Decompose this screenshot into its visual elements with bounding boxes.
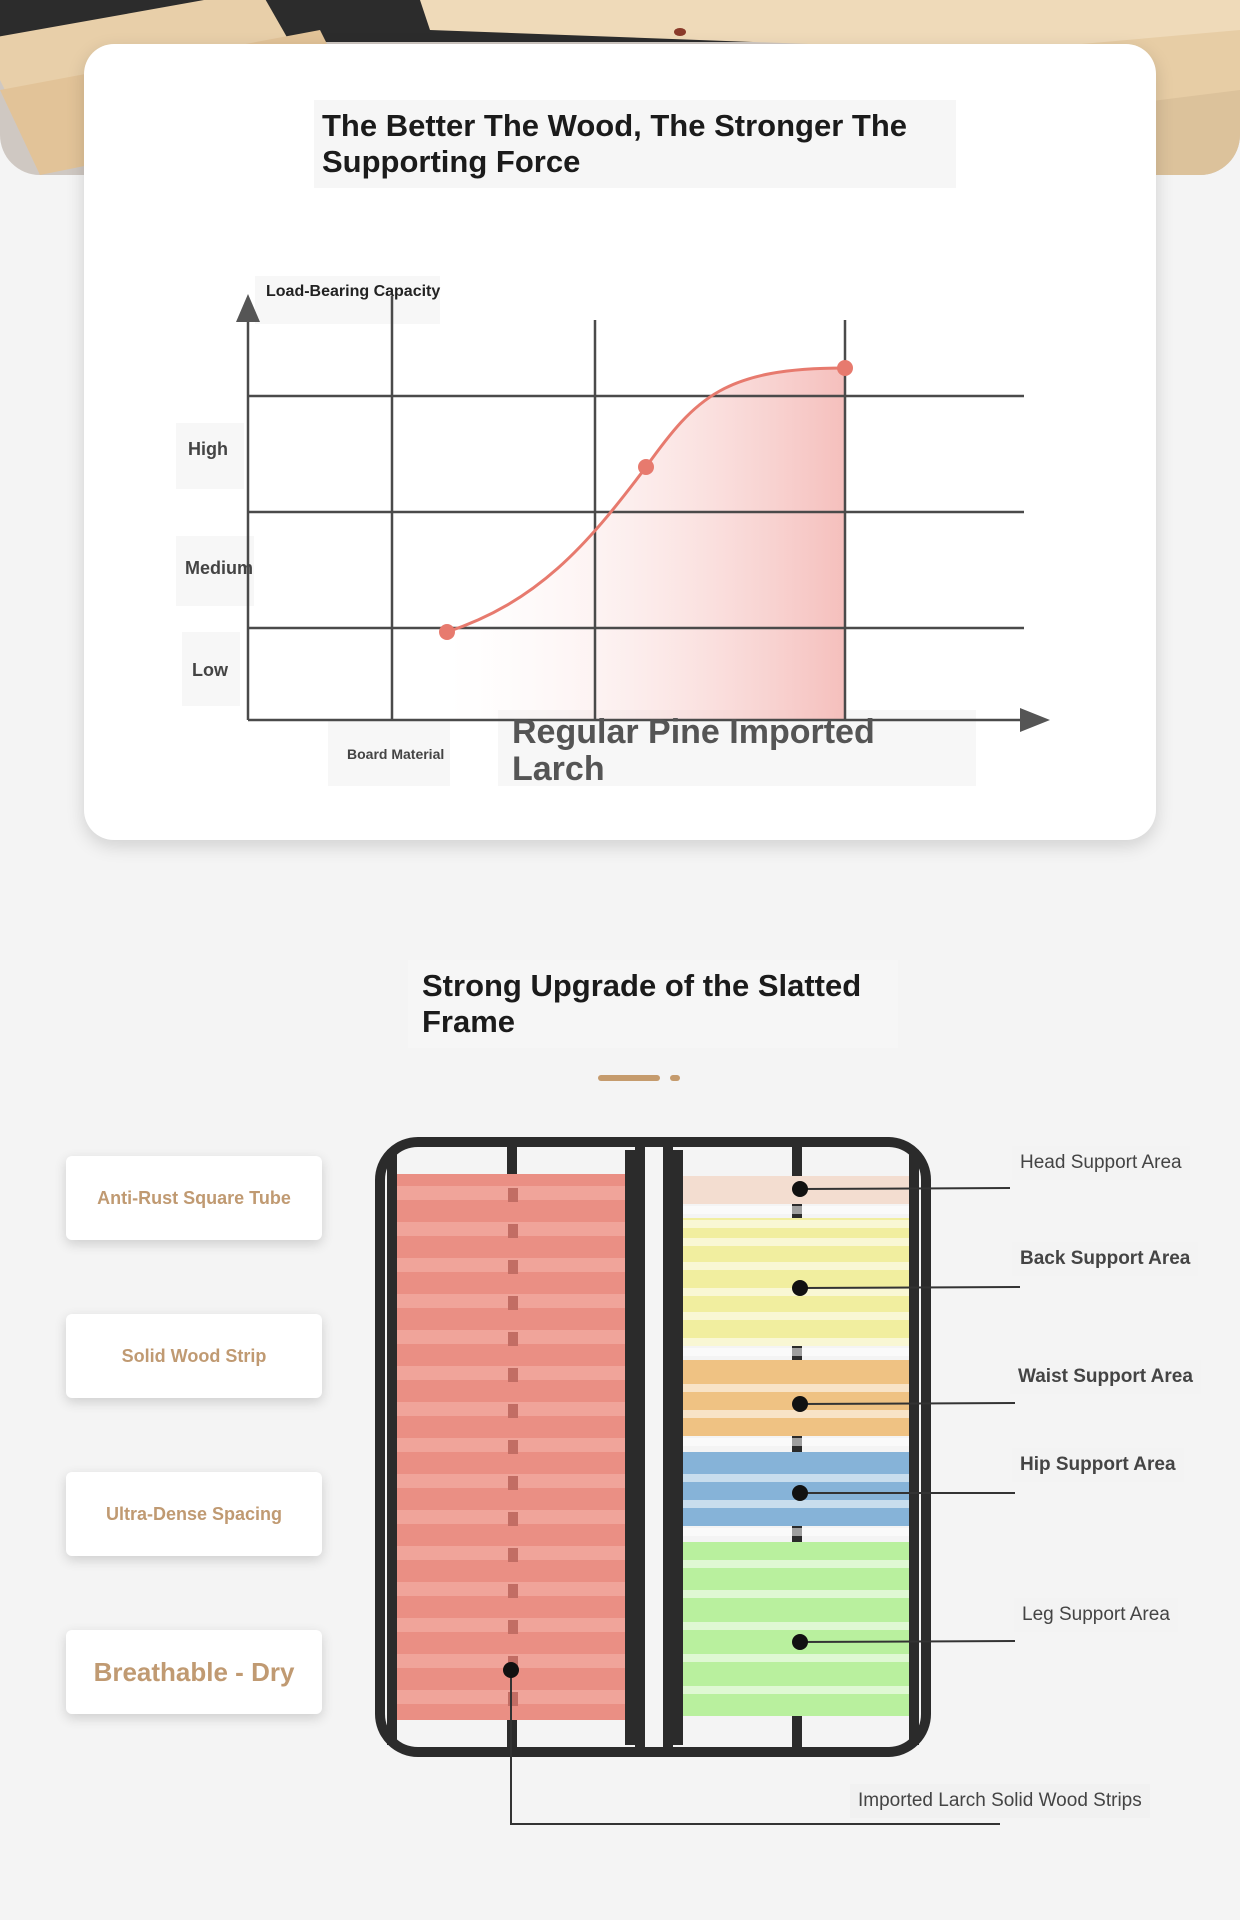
label-back-support: Back Support Area [1012, 1242, 1199, 1276]
right-slat-gap [683, 1622, 909, 1630]
y-axis-label-bg [255, 276, 440, 324]
label-hip-support: Hip Support Area [1012, 1448, 1184, 1482]
leader-back [799, 1286, 1021, 1289]
leader-waist [799, 1402, 1016, 1405]
left-slat-clip [508, 1512, 518, 1526]
label-leg-support: Leg Support Area [1014, 1598, 1178, 1632]
level-low: Low [192, 660, 229, 680]
x-axis-label: Board Material [347, 746, 444, 762]
frame-section-title: Strong Upgrade of the Slatted Frame [408, 960, 898, 1048]
right-slat-gap [683, 1474, 909, 1482]
feature-ultra-dense-spacing: Ultra-Dense Spacing [66, 1472, 322, 1556]
left-slat-clip [508, 1188, 518, 1202]
right-slat-gap [683, 1560, 909, 1568]
left-slat-clip [508, 1440, 518, 1454]
right-slat-gap [683, 1500, 909, 1508]
x-axis-arrow [1020, 708, 1050, 732]
y-axis-label: Load-Bearing Capacity [266, 283, 440, 300]
feature-label: Anti-Rust Square Tube [97, 1187, 291, 1208]
leader-larch-strips [510, 1670, 1000, 1825]
right-slat-gap [683, 1338, 909, 1346]
left-slat-clip [508, 1368, 518, 1382]
feature-breathable-dry: Breathable - Dry [66, 1630, 322, 1714]
feature-label: Solid Wood Strip [121, 1345, 267, 1366]
accent-dot [670, 1075, 680, 1081]
leader-leg [799, 1640, 1016, 1643]
level-medium: Medium [185, 558, 253, 578]
left-slat-clip [508, 1260, 518, 1274]
marker-waist [792, 1396, 808, 1412]
slatted-frame-diagram [375, 1137, 1021, 1825]
label-head-support: Head Support Area [1012, 1146, 1190, 1180]
right-slat-gap [683, 1348, 909, 1356]
right-slat-gap [683, 1654, 909, 1662]
left-slat-clip [508, 1476, 518, 1490]
marker-back [792, 1280, 808, 1296]
right-slat-gap [683, 1410, 909, 1418]
label-waist-support: Waist Support Area [1010, 1360, 1201, 1394]
left-slat-clip [508, 1548, 518, 1562]
x-categories-bg [498, 710, 976, 786]
label-imported-larch-strips: Imported Larch Solid Wood Strips [850, 1784, 1150, 1818]
feature-label: Ultra-Dense Spacing [105, 1503, 283, 1524]
right-slat-gap [683, 1686, 909, 1694]
frame-outer [375, 1137, 931, 1757]
y-axis-arrow [236, 294, 260, 322]
left-slat-clip [508, 1332, 518, 1346]
data-point-3 [837, 360, 853, 376]
right-slat-gap [683, 1238, 909, 1246]
accent-bar [598, 1075, 660, 1081]
data-point-1 [439, 624, 455, 640]
left-slat-clip [508, 1584, 518, 1598]
left-slat-clip [508, 1296, 518, 1310]
chart-title: The Better The Wood, The Stronger The Su… [314, 100, 956, 188]
marker-hip [792, 1485, 808, 1501]
marker-larch-strips [503, 1662, 519, 1678]
level-high: High [188, 439, 228, 459]
capacity-area-fill [447, 368, 845, 720]
left-slat-clip [508, 1224, 518, 1238]
right-slat-gap [683, 1206, 909, 1214]
load-bearing-chart: Load-Bearing Capacity High Medium Low Bo… [176, 276, 1050, 786]
feature-label: Breathable - Dry [93, 1656, 295, 1687]
marker-leg [792, 1634, 808, 1650]
left-slat-clip [508, 1404, 518, 1418]
data-point-2 [638, 459, 654, 475]
right-slat-gap [683, 1312, 909, 1320]
left-slat-clip [508, 1692, 518, 1706]
right-slat-gap [683, 1528, 909, 1536]
right-slat-gap [683, 1384, 909, 1392]
leader-head [799, 1187, 1011, 1190]
feature-anti-rust-tube: Anti-Rust Square Tube [66, 1156, 322, 1240]
level-low-bg [182, 632, 240, 706]
x-axis-label-bg [328, 720, 450, 786]
feature-solid-wood-strip: Solid Wood Strip [66, 1314, 322, 1398]
left-slat-clip [508, 1620, 518, 1634]
right-slat-gap [683, 1590, 909, 1598]
right-slat-gap [683, 1262, 909, 1270]
level-medium-bg [176, 536, 254, 606]
x-categories-label: Regular Pine Imported Larch [512, 713, 875, 788]
right-slat-gap [683, 1220, 909, 1228]
marker-head [792, 1181, 808, 1197]
right-slat-gap [683, 1438, 909, 1446]
level-high-bg [176, 423, 244, 489]
